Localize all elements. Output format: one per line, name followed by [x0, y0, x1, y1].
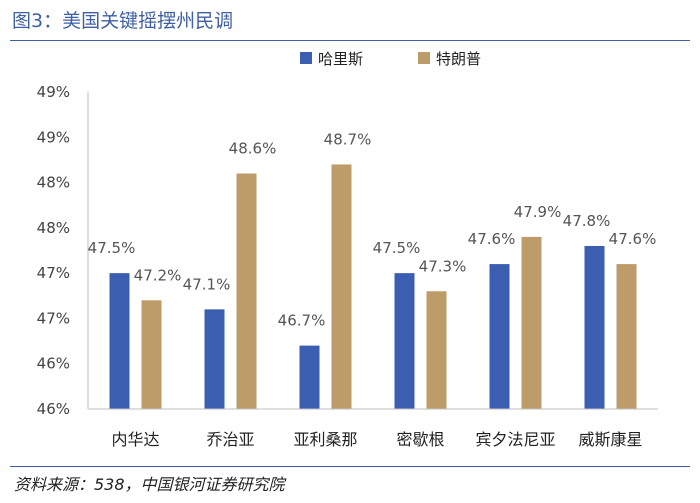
data-label: 48.6%	[229, 140, 277, 158]
x-tick-label: 内华达	[111, 430, 159, 449]
bar-harris	[489, 264, 510, 409]
data-label: 47.9%	[514, 203, 562, 221]
figure-title: 图3：美国关键摇摆州民调	[12, 10, 234, 32]
legend-swatch-trump	[418, 52, 430, 64]
source-note: 资料来源：538，中国银河证券研究院	[14, 475, 285, 494]
y-tick-label: 49%	[37, 83, 70, 101]
source-divider	[10, 466, 690, 467]
legend-label-harris: 哈里斯	[318, 50, 363, 68]
bar-harris	[394, 273, 415, 409]
data-label: 47.5%	[373, 239, 421, 257]
x-axis: 内华达 乔治亚 亚利桑那 密歇根 宾夕法尼亚 威斯康星	[88, 408, 658, 449]
y-tick-label: 48%	[37, 219, 70, 237]
bar-trump	[236, 173, 257, 409]
data-label: 47.5%	[88, 239, 136, 257]
bar-harris	[109, 273, 130, 409]
bars	[109, 164, 637, 409]
x-tick-label: 乔治亚	[206, 430, 254, 449]
bar-harris	[204, 309, 225, 409]
data-labels: 47.5%47.2%47.1%48.6%46.7%48.7%47.5%47.3%…	[88, 130, 657, 329]
legend-swatch-harris	[300, 52, 312, 64]
x-tick-label: 威斯康星	[578, 430, 642, 449]
data-label: 47.8%	[563, 212, 611, 230]
y-tick-label: 46%	[37, 400, 70, 418]
legend-label-trump: 特朗普	[436, 50, 481, 68]
x-tick-label: 密歇根	[396, 430, 444, 449]
data-label: 46.7%	[278, 312, 326, 330]
y-tick-label: 48%	[37, 174, 70, 192]
y-axis: 46% 46% 47% 47% 48% 48% 49% 49%	[37, 83, 89, 418]
bar-trump	[141, 300, 162, 409]
x-tick-label: 宾夕法尼亚	[475, 430, 555, 449]
chart-legend: 哈里斯 特朗普	[300, 50, 481, 68]
x-tick-label: 亚利桑那	[293, 430, 357, 449]
data-label: 47.1%	[183, 275, 231, 293]
bar-trump	[426, 291, 447, 409]
y-tick-label: 47%	[37, 309, 70, 327]
bar-trump	[331, 164, 352, 409]
y-tick-label: 49%	[37, 128, 70, 146]
bar-trump	[521, 236, 542, 409]
bar-harris	[584, 245, 605, 409]
bar-trump	[616, 264, 637, 409]
title-divider	[10, 40, 690, 41]
data-label: 48.7%	[324, 130, 372, 148]
data-label: 47.6%	[609, 230, 657, 248]
y-tick-label: 46%	[37, 355, 70, 373]
y-tick-label: 47%	[37, 264, 70, 282]
data-label: 47.3%	[419, 257, 467, 275]
bar-harris	[299, 345, 320, 409]
data-label: 47.6%	[468, 230, 516, 248]
data-label: 47.2%	[134, 266, 182, 284]
